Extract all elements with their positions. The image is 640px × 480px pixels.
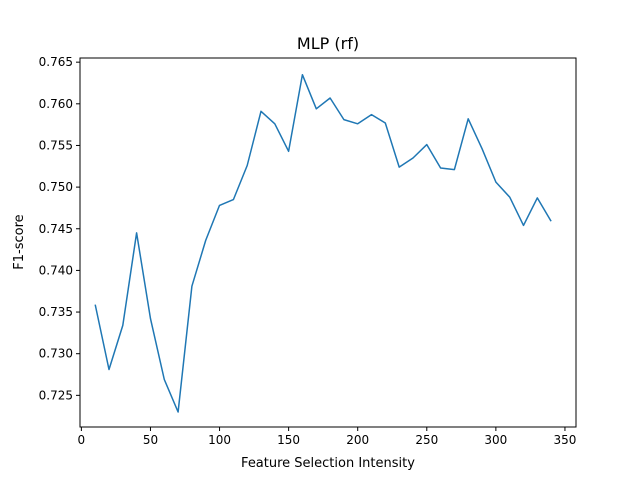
y-axis-label: F1-score: [12, 214, 27, 269]
y-tick-label: 0.745: [39, 222, 73, 236]
y-tick-label: 0.735: [39, 305, 73, 319]
y-tick-label: 0.750: [39, 180, 73, 194]
x-tick-label: 250: [415, 433, 438, 447]
series-line: [95, 75, 551, 412]
x-tick-label: 100: [208, 433, 231, 447]
x-tick-label: 150: [277, 433, 300, 447]
y-tick-label: 0.755: [39, 138, 73, 152]
axis-ticks: 0 50 100 150 200 250 300 350 0.725 0.730 0.735 0.74…: [39, 55, 577, 447]
chart-title: MLP (rf): [297, 34, 359, 53]
x-tick-label: 50: [143, 433, 158, 447]
y-tick-label: 0.730: [39, 347, 73, 361]
x-tick-label: 0: [78, 433, 86, 447]
plot-frame: [80, 58, 576, 427]
x-axis-label: Feature Selection Intensity: [241, 456, 415, 471]
x-tick-label: 200: [346, 433, 369, 447]
y-tick-label: 0.740: [39, 263, 73, 277]
y-tick-label: 0.725: [39, 388, 73, 402]
series-group: [95, 75, 551, 412]
x-tick-label: 350: [553, 433, 576, 447]
y-tick-label: 0.765: [39, 55, 73, 69]
y-tick-label: 0.760: [39, 97, 73, 111]
x-tick-label: 300: [484, 433, 507, 447]
